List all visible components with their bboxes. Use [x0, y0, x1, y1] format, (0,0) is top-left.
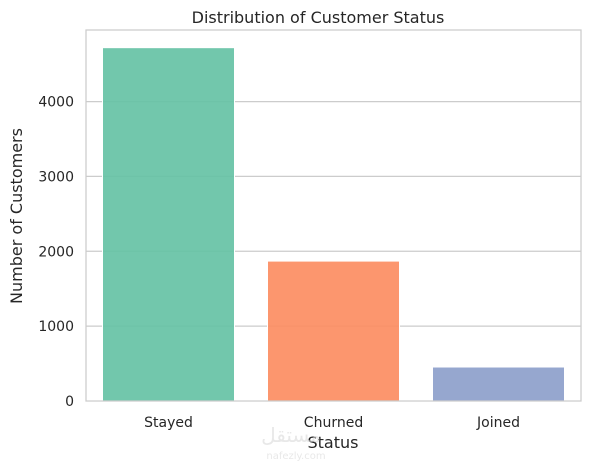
y-tick-label: 4000: [38, 95, 74, 111]
chart-title: Distribution of Customer Status: [192, 8, 445, 27]
x-tick-label-stayed: Stayed: [144, 415, 193, 431]
plot-frame: [85, 29, 582, 402]
watermark-url: nafezly.com: [266, 451, 325, 462]
y-tick-label: 1000: [38, 319, 74, 335]
watermark: مستقل nafezly.com: [261, 423, 326, 462]
bar-churned: [267, 260, 400, 402]
y-tick-labels: 0 1000 2000 3000 4000: [38, 95, 74, 410]
y-axis-label: Number of Customers: [7, 128, 26, 304]
x-axis-label: Status: [308, 433, 359, 452]
y-tick-label: 3000: [38, 169, 74, 185]
x-tick-labels: Stayed Churned Joined: [144, 415, 520, 431]
x-tick-label-churned: Churned: [304, 415, 363, 431]
watermark-arabic: مستقل: [261, 423, 321, 447]
bar-stayed: [102, 47, 235, 402]
bars: [102, 47, 565, 402]
y-tick-label: 2000: [38, 244, 74, 260]
y-tick-label: 0: [65, 394, 74, 410]
bar-joined: [432, 366, 565, 402]
x-tick-label-joined: Joined: [476, 415, 520, 431]
